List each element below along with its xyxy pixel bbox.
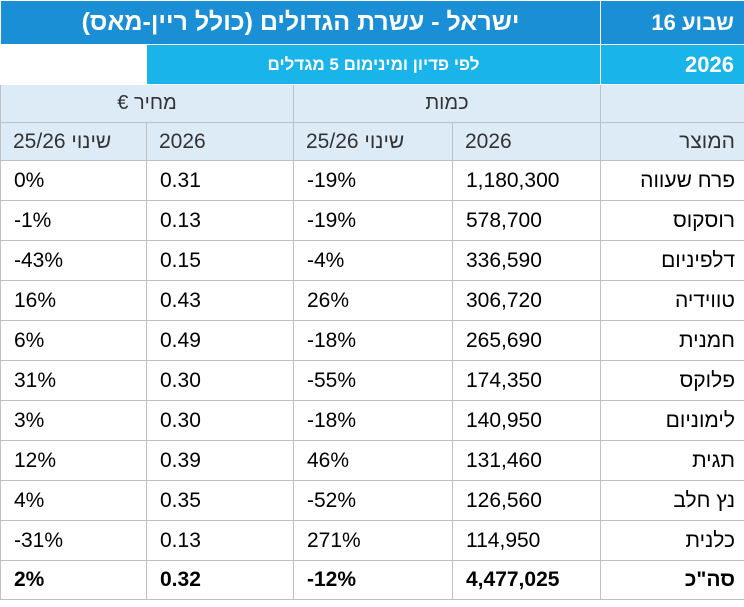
quantity-change-cell: -4% — [293, 240, 453, 281]
price-change-cell: 4% — [0, 480, 147, 521]
product-cell: דלפיניום — [600, 240, 744, 281]
price-cell: 0.31 — [146, 160, 294, 201]
table-row: פרח שעווה 1,180,300 -19% 0.31 0% — [0, 160, 744, 201]
report-subtitle: לפי פדיון ומינימום 5 מגדלים — [146, 44, 601, 85]
price-change-cell: 16% — [0, 280, 147, 321]
table-row: דלפיניום 336,590 -4% 0.15 -43% — [0, 240, 744, 281]
quantity-cell: 126,560 — [452, 480, 601, 521]
quantity-change-cell: -19% — [293, 200, 453, 241]
quantity-change-cell: -18% — [293, 320, 453, 361]
price-change-cell: 0% — [0, 160, 147, 201]
quantity-change-cell: -19% — [293, 160, 453, 201]
price-change-cell: 31% — [0, 360, 147, 401]
product-cell: חמנית — [600, 320, 744, 361]
price-change-cell: 12% — [0, 440, 147, 481]
product-cell: תגית — [600, 440, 744, 481]
table-row: פלוקס 174,350 -55% 0.30 31% — [0, 360, 744, 401]
subtitle-blank-cell — [0, 44, 147, 85]
col-price-change: שינוי 25/26 — [0, 122, 147, 161]
price-cell: 0.49 — [146, 320, 294, 361]
col-product: המוצר — [600, 122, 744, 161]
table-row: לימוניום 140,950 -18% 0.30 3% — [0, 400, 744, 441]
quantity-cell: 114,950 — [452, 520, 601, 561]
quantity-cell: 578,700 — [452, 200, 601, 241]
quantity-cell: 336,590 — [452, 240, 601, 281]
product-cell: טווידיה — [600, 280, 744, 321]
quantity-cell: 265,690 — [452, 320, 601, 361]
product-cell: פרח שעווה — [600, 160, 744, 201]
quantity-change-cell: -55% — [293, 360, 453, 401]
table-row: רוסקוס 578,700 -19% 0.13 -1% — [0, 200, 744, 241]
price-change-cell: 3% — [0, 400, 147, 441]
product-cell: כלנית — [600, 520, 744, 561]
year-label: 2026 — [600, 44, 744, 85]
quantity-cell: 1,180,300 — [452, 160, 601, 201]
table-row: טווידיה 306,720 26% 0.43 16% — [0, 280, 744, 321]
price-cell: 0.39 — [146, 440, 294, 481]
column-header-row: המוצר 2026 שינוי 25/26 2026 שינוי 25/26 — [0, 122, 744, 161]
price-change-cell: -43% — [0, 240, 147, 281]
price-cell: 0.13 — [146, 200, 294, 241]
price-change-cell: -31% — [0, 520, 147, 561]
table-row: כלנית 114,950 271% 0.13 -31% — [0, 520, 744, 561]
report-title: ישראל - עשרת הגדולים (כולל ריין-מאס) — [0, 0, 601, 45]
table-row: חמנית 265,690 -18% 0.49 6% — [0, 320, 744, 361]
group-header-row: כמות מחיר € — [0, 84, 744, 123]
price-cell: 0.32 — [146, 560, 294, 600]
price-cell: 0.30 — [146, 360, 294, 401]
quantity-change-cell: -52% — [293, 480, 453, 521]
week-label: שבוע 16 — [600, 0, 744, 45]
col-qty-change: שינוי 25/26 — [293, 122, 453, 161]
product-cell: פלוקס — [600, 360, 744, 401]
table-row: תגית 131,460 46% 0.39 12% — [0, 440, 744, 481]
price-change-cell: 2% — [0, 560, 147, 600]
quantity-change-cell: 26% — [293, 280, 453, 321]
product-cell: לימוניום — [600, 400, 744, 441]
quantity-cell: 131,460 — [452, 440, 601, 481]
product-cell: סה"כ — [600, 560, 744, 600]
quantity-change-cell: -12% — [293, 560, 453, 600]
price-cell: 0.15 — [146, 240, 294, 281]
price-cell: 0.35 — [146, 480, 294, 521]
group-blank-cell — [600, 84, 744, 123]
quantity-cell: 140,950 — [452, 400, 601, 441]
product-cell: נץ חלב — [600, 480, 744, 521]
group-quantity: כמות — [293, 84, 601, 123]
title-row: שבוע 16 ישראל - עשרת הגדולים (כולל ריין-… — [0, 0, 744, 45]
col-qty-2026: 2026 — [452, 122, 601, 161]
quantity-cell: 174,350 — [452, 360, 601, 401]
col-price-2026: 2026 — [146, 122, 294, 161]
total-row: סה"כ 4,477,025 -12% 0.32 2% — [0, 560, 744, 600]
price-cell: 0.30 — [146, 400, 294, 441]
product-cell: רוסקוס — [600, 200, 744, 241]
quantity-change-cell: 46% — [293, 440, 453, 481]
subtitle-row: 2026 לפי פדיון ומינימום 5 מגדלים — [0, 44, 744, 85]
price-cell: 0.43 — [146, 280, 294, 321]
price-change-cell: -1% — [0, 200, 147, 241]
group-price: מחיר € — [0, 84, 294, 123]
quantity-change-cell: -18% — [293, 400, 453, 441]
quantity-cell: 4,477,025 — [452, 560, 601, 600]
quantity-cell: 306,720 — [452, 280, 601, 321]
price-cell: 0.13 — [146, 520, 294, 561]
quantity-change-cell: 271% — [293, 520, 453, 561]
table-row: נץ חלב 126,560 -52% 0.35 4% — [0, 480, 744, 521]
price-change-cell: 6% — [0, 320, 147, 361]
